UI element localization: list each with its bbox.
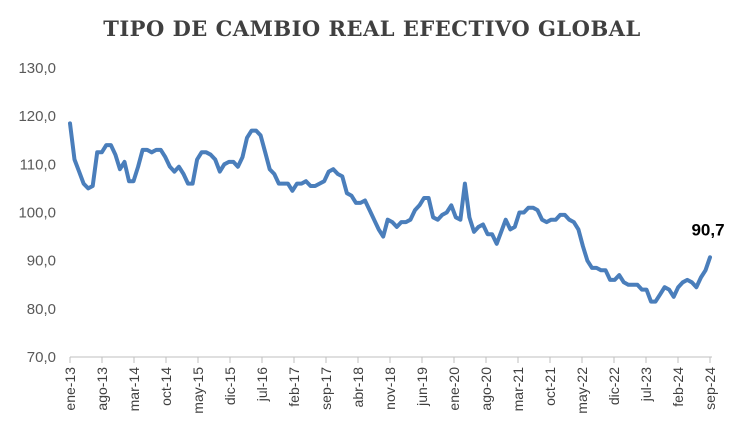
y-tick-label: 70,0 xyxy=(27,349,56,366)
y-axis-ticks: 70,0 80,0 90,0 100,0 110,0 120,0 130,0 xyxy=(18,60,56,366)
x-tick-label: mar-14 xyxy=(126,367,142,412)
series-line xyxy=(68,121,712,304)
chart-title: TIPO DE CAMBIO REAL EFECTIVO GLOBAL xyxy=(103,16,641,41)
x-tick-label: ago-20 xyxy=(478,367,494,411)
x-tick-label: ago-13 xyxy=(94,367,110,411)
x-tick-label: dic-15 xyxy=(222,367,238,405)
y-tick-label: 130,0 xyxy=(18,60,56,77)
x-tick-label: oct-14 xyxy=(158,367,174,406)
y-tick-label: 120,0 xyxy=(18,108,56,125)
x-tick-label: dic-22 xyxy=(606,367,622,405)
x-axis-ticks: ene-13 ago-13 mar-14 oct-14 may-15 dic-15 jul-… xyxy=(62,357,718,414)
x-tick-label: jul-23 xyxy=(638,367,654,402)
x-tick-label: abr-18 xyxy=(350,367,366,408)
x-tick-label: oct-21 xyxy=(542,367,558,406)
x-tick-label: may-22 xyxy=(574,367,590,414)
x-tick-label: sep-24 xyxy=(702,367,718,410)
x-tick-label: jun-19 xyxy=(414,367,430,407)
last-value-label: 90,7 xyxy=(691,220,724,239)
x-tick-label: feb-24 xyxy=(670,367,686,407)
x-tick-label: mar-21 xyxy=(510,367,526,412)
x-tick-label: jul-16 xyxy=(254,367,270,402)
y-tick-label: 100,0 xyxy=(18,205,56,222)
y-tick-label: 80,0 xyxy=(27,301,56,318)
x-tick-label: ene-13 xyxy=(62,367,78,411)
x-tick-label: nov-18 xyxy=(382,367,398,410)
x-tick-label: ene-20 xyxy=(446,367,462,411)
x-tick-label: may-15 xyxy=(190,367,206,414)
x-tick-label: sep-17 xyxy=(318,367,334,410)
x-tick-label: feb-17 xyxy=(286,367,302,407)
y-tick-label: 110,0 xyxy=(20,156,56,173)
y-tick-label: 90,0 xyxy=(27,253,56,270)
